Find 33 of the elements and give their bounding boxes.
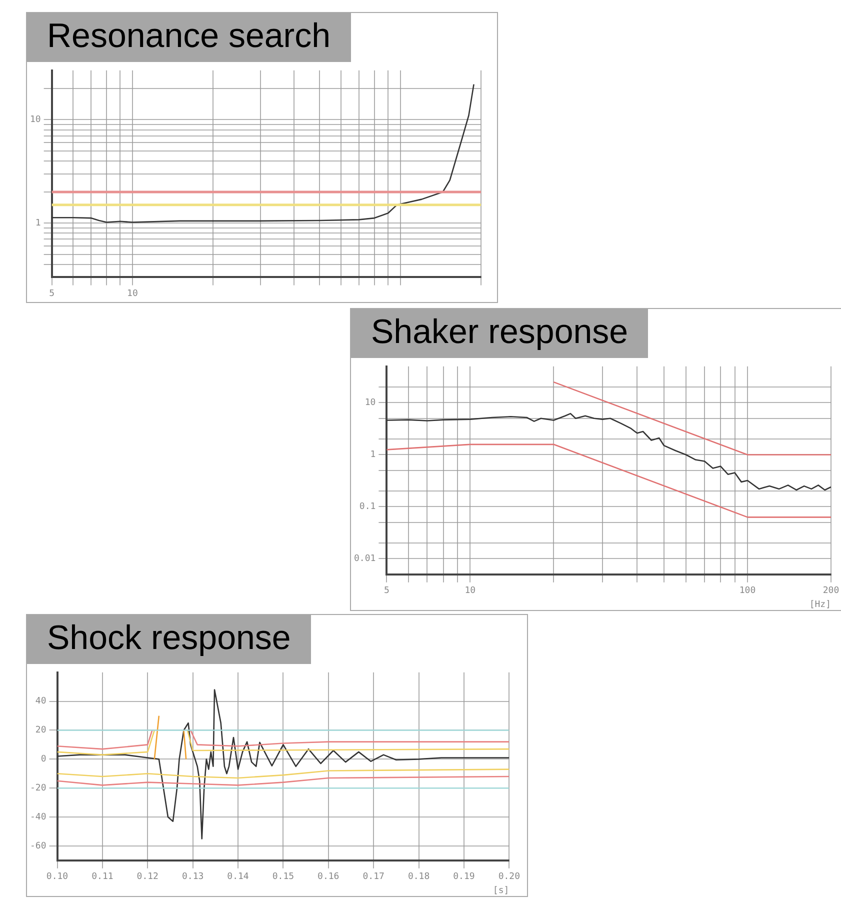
y-tick-label: 40 bbox=[35, 696, 46, 707]
x-tick-label: 0.18 bbox=[408, 872, 430, 882]
y-tick-label: 1 bbox=[370, 450, 376, 460]
x-axis-title: [Hz] bbox=[809, 600, 831, 610]
y-tick-label: -40 bbox=[30, 812, 46, 822]
x-tick-label: 0.15 bbox=[272, 872, 294, 882]
x-tick-label: 0.10 bbox=[46, 872, 68, 882]
y-tick-label: 10 bbox=[30, 115, 41, 126]
x-tick-label: 0.17 bbox=[362, 872, 384, 882]
x-axis-title: [s] bbox=[492, 886, 510, 896]
x-tick-label: 200 bbox=[822, 586, 840, 596]
y-tick-label: 10 bbox=[364, 398, 376, 408]
y-tick-label: 1 bbox=[35, 218, 41, 228]
x-tick-label: 100 bbox=[739, 586, 756, 596]
x-tick-label: 0.11 bbox=[92, 872, 114, 882]
x-tick-label: 0.16 bbox=[318, 872, 340, 882]
x-tick-label: 0.14 bbox=[227, 872, 249, 882]
chart-title: Shaker response bbox=[351, 309, 648, 358]
y-tick-label: -60 bbox=[30, 841, 46, 852]
y-tick-label: 0.1 bbox=[359, 502, 376, 512]
y-tick-label: 0.01 bbox=[354, 554, 376, 564]
y-tick-label: 20 bbox=[35, 726, 46, 736]
y-tick-label: 0 bbox=[40, 754, 46, 765]
x-tick-label: 10 bbox=[464, 586, 476, 596]
x-tick-label: 5 bbox=[384, 586, 390, 596]
x-tick-label: 5 bbox=[49, 288, 55, 299]
x-tick-label: 0.13 bbox=[182, 872, 204, 882]
chart-title: Resonance search bbox=[27, 13, 351, 62]
x-tick-label: 0.19 bbox=[453, 872, 475, 882]
x-tick-label: 0.20 bbox=[498, 872, 520, 882]
y-tick-label: -20 bbox=[30, 783, 46, 794]
chart-title: Shock response bbox=[27, 615, 311, 664]
x-tick-label: 0.12 bbox=[136, 872, 158, 882]
